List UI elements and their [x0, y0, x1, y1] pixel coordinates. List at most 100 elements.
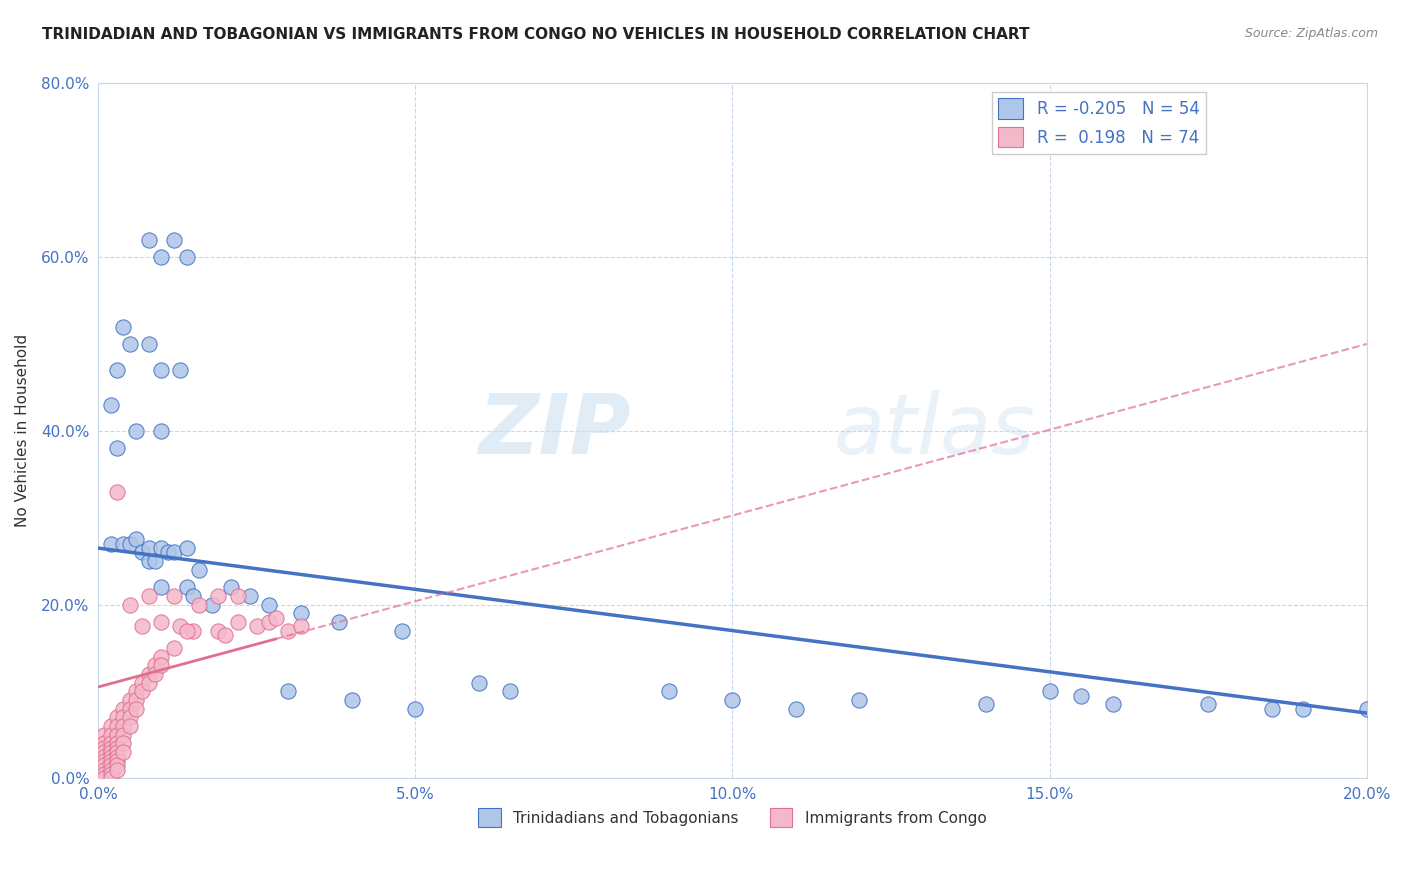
Point	[176, 580, 198, 594]
Point	[93, 754, 115, 768]
Point	[721, 693, 744, 707]
Point	[105, 441, 128, 455]
Point	[163, 589, 186, 603]
Point	[239, 589, 262, 603]
Point	[105, 363, 128, 377]
Point	[150, 580, 173, 594]
Point	[404, 702, 426, 716]
Point	[100, 758, 122, 772]
Point	[118, 702, 141, 716]
Point	[499, 684, 522, 698]
Point	[138, 541, 160, 555]
Point	[257, 615, 280, 629]
Point	[226, 589, 249, 603]
Point	[785, 702, 807, 716]
Point	[100, 745, 122, 759]
Point	[1355, 702, 1378, 716]
Point	[105, 737, 128, 751]
Point	[138, 675, 160, 690]
Point	[100, 763, 122, 777]
Point	[1039, 684, 1062, 698]
Point	[112, 702, 135, 716]
Point	[848, 693, 870, 707]
Point	[245, 619, 267, 633]
Point	[264, 610, 287, 624]
Point	[138, 667, 160, 681]
Point	[207, 624, 229, 638]
Point	[290, 606, 312, 620]
Point	[93, 767, 115, 781]
Point	[169, 619, 191, 633]
Point	[125, 693, 148, 707]
Point	[93, 758, 115, 772]
Point	[1260, 702, 1282, 716]
Point	[100, 398, 122, 412]
Point	[131, 619, 153, 633]
Point	[105, 763, 128, 777]
Point	[93, 771, 115, 785]
Point	[105, 484, 128, 499]
Point	[150, 658, 173, 673]
Point	[201, 598, 224, 612]
Point	[138, 233, 160, 247]
Point	[169, 363, 191, 377]
Point	[214, 628, 236, 642]
Point	[105, 745, 128, 759]
Point	[100, 728, 122, 742]
Point	[100, 740, 122, 755]
Point	[100, 719, 122, 733]
Point	[112, 728, 135, 742]
Point	[131, 684, 153, 698]
Text: Source: ZipAtlas.com: Source: ZipAtlas.com	[1244, 27, 1378, 40]
Point	[188, 598, 211, 612]
Text: ZIP: ZIP	[478, 391, 631, 471]
Point	[118, 598, 141, 612]
Point	[176, 541, 198, 555]
Point	[118, 537, 141, 551]
Point	[125, 684, 148, 698]
Point	[163, 640, 186, 655]
Point	[100, 754, 122, 768]
Point	[100, 767, 122, 781]
Point	[93, 749, 115, 764]
Point	[118, 710, 141, 724]
Point	[150, 250, 173, 264]
Point	[93, 740, 115, 755]
Point	[176, 624, 198, 638]
Point	[658, 684, 681, 698]
Point	[176, 250, 198, 264]
Point	[105, 749, 128, 764]
Point	[93, 728, 115, 742]
Text: TRINIDADIAN AND TOBAGONIAN VS IMMIGRANTS FROM CONGO NO VEHICLES IN HOUSEHOLD COR: TRINIDADIAN AND TOBAGONIAN VS IMMIGRANTS…	[42, 27, 1029, 42]
Point	[1292, 702, 1315, 716]
Point	[143, 554, 166, 568]
Point	[257, 598, 280, 612]
Point	[219, 580, 242, 594]
Point	[112, 745, 135, 759]
Point	[112, 319, 135, 334]
Point	[150, 424, 173, 438]
Point	[105, 754, 128, 768]
Point	[138, 589, 160, 603]
Point	[188, 563, 211, 577]
Point	[100, 771, 122, 785]
Legend: Trinidadians and Tobagonians, Immigrants from Congo: Trinidadians and Tobagonians, Immigrants…	[472, 802, 993, 833]
Point	[277, 684, 299, 698]
Point	[125, 702, 148, 716]
Point	[118, 693, 141, 707]
Point	[125, 533, 148, 547]
Point	[112, 710, 135, 724]
Point	[207, 589, 229, 603]
Point	[150, 649, 173, 664]
Point	[391, 624, 413, 638]
Point	[150, 363, 173, 377]
Point	[181, 624, 204, 638]
Y-axis label: No Vehicles in Household: No Vehicles in Household	[15, 334, 30, 527]
Point	[131, 545, 153, 559]
Point	[105, 719, 128, 733]
Point	[118, 719, 141, 733]
Point	[150, 615, 173, 629]
Point	[93, 763, 115, 777]
Point	[125, 424, 148, 438]
Point	[105, 740, 128, 755]
